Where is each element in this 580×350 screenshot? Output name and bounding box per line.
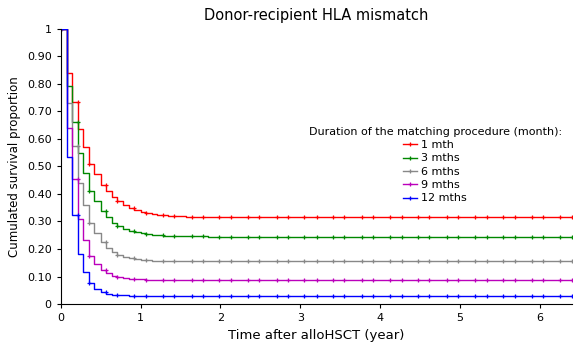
6 mths [483, 259, 490, 264]
12 mths [102, 290, 109, 294]
12 mths [568, 294, 575, 298]
12 mths [483, 294, 490, 298]
9 mths [483, 278, 490, 282]
12 mths [568, 294, 575, 298]
Y-axis label: Cumulated survival proportion: Cumulated survival proportion [8, 76, 21, 257]
9 mths [301, 278, 308, 282]
3 mths [137, 230, 144, 235]
6 mths [307, 259, 314, 264]
6 mths [568, 259, 575, 264]
12 mths [301, 294, 308, 298]
Line: 12 mths: 12 mths [58, 26, 574, 298]
9 mths [568, 278, 575, 282]
12 mths [137, 294, 144, 298]
1 mth [137, 208, 144, 212]
1 mth [102, 182, 109, 187]
1 mth [568, 215, 575, 219]
Line: 9 mths: 9 mths [58, 26, 574, 282]
Title: Donor-recipient HLA mismatch: Donor-recipient HLA mismatch [204, 8, 429, 23]
1 mth [483, 215, 490, 219]
Line: 3 mths: 3 mths [58, 26, 574, 239]
1 mth [301, 215, 308, 219]
1 mth [307, 215, 314, 219]
6 mths [57, 27, 64, 31]
1 mth [568, 215, 575, 219]
6 mths [137, 257, 144, 261]
6 mths [102, 240, 109, 244]
9 mths [57, 27, 64, 31]
9 mths [137, 277, 144, 281]
3 mths [301, 234, 308, 239]
9 mths [307, 278, 314, 282]
3 mths [568, 234, 575, 239]
3 mths [57, 27, 64, 31]
X-axis label: Time after alloHSCT (year): Time after alloHSCT (year) [228, 329, 404, 342]
6 mths [301, 259, 308, 264]
12 mths [307, 294, 314, 298]
Legend: 1 mth, 3 mths, 6 mths, 9 mths, 12 mths: 1 mth, 3 mths, 6 mths, 9 mths, 12 mths [304, 122, 566, 208]
3 mths [568, 234, 575, 239]
Line: 1 mth: 1 mth [58, 26, 574, 219]
1 mth [57, 27, 64, 31]
6 mths [568, 259, 575, 264]
3 mths [483, 234, 490, 239]
12 mths [57, 27, 64, 31]
3 mths [102, 209, 109, 213]
9 mths [102, 268, 109, 272]
Line: 6 mths: 6 mths [58, 26, 574, 264]
9 mths [568, 278, 575, 282]
3 mths [307, 234, 314, 239]
